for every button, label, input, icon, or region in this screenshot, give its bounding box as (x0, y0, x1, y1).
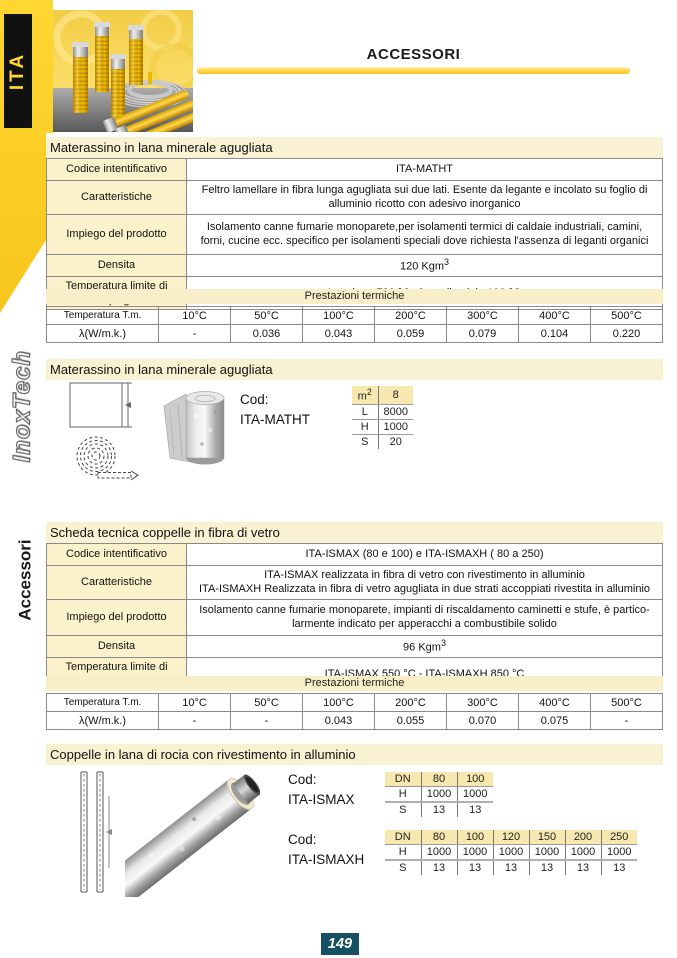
row-value: Isolamento canne fumarie monoparete,per … (186, 213, 663, 255)
hero-product-photo (53, 10, 193, 132)
matht-dimensions-table: m2 8 L 8000 H 1000 S 20 (352, 386, 413, 449)
row-value: Feltro lamellare in fibra lunga agugliat… (186, 180, 663, 215)
row-label: Densita (46, 634, 187, 658)
ita-language-badge: ITA (4, 14, 32, 128)
row-value: ITA-MATHT (186, 158, 663, 181)
row-label: Densita (46, 253, 187, 277)
ismax-dimensions-table: DN 80 100 H 1000 1000 S 13 13 (385, 772, 493, 817)
section3-perf-table: Temperatura T.m. 10°C 50°C 100°C 200°C 3… (46, 693, 663, 730)
row-value: Isolamento canne fumarie monoparete, imp… (186, 598, 663, 636)
section1-perf-band: Prestazioni termiche (46, 289, 663, 304)
section1-spec-table: Codice intentificativo ITA-MATHT Caratte… (46, 158, 663, 311)
row-value: 120 Kgm3 (186, 253, 663, 277)
cod-block-ismax: Cod: ITA-ISMAX (288, 772, 355, 807)
row-value: ITA-ISMAX realizzata in fibra di vetro c… (186, 565, 663, 600)
ismaxh-dimensions-table: DN 80 100 120 150 200 250 H 1000 1000 10… (385, 830, 637, 875)
inoxtech-logo: InoxTech (8, 349, 36, 463)
row-label: Codice intentificativo (46, 158, 187, 181)
ita-label: ITA (7, 51, 29, 91)
row-label: Codice intentificativo (46, 543, 187, 566)
section3-perf-band: Prestazioni termiche (46, 676, 663, 691)
section3-spec-table: Codice intentificativo ITA-ISMAX (80 e 1… (46, 543, 663, 692)
page-number-badge: 149 (321, 933, 359, 955)
page-header-title: ACCESSORI (366, 46, 461, 63)
row-label: Caratteristiche (46, 180, 187, 215)
row-label: Impiego del prodotto (46, 213, 187, 255)
cod-block-ismaxh: Cod: ITA-ISMAXH (288, 832, 365, 867)
row-value: 96 Kgm3 (186, 634, 663, 658)
row-label: Caratteristiche (46, 565, 187, 600)
section1-perf-table: Temperatura T.m. 10°C 50°C 100°C 200°C 3… (46, 306, 663, 343)
section4-title: Coppelle in lana di rocia con rivestimen… (46, 744, 663, 765)
section1-title: Materassino in lana minerale agugliata (46, 137, 663, 158)
cod-block-matht: Cod: ITA-MATHT (240, 392, 310, 427)
insulated-pipe-photo (125, 774, 260, 897)
section2-title: Materassino in lana minerale agugliata (46, 359, 663, 380)
coppelle-technical-drawing (80, 771, 112, 893)
category-vertical-label: Accessori (15, 539, 35, 621)
header-underline-bar (197, 67, 630, 74)
row-label: Impiego del prodotto (46, 598, 187, 636)
insulation-roll-photo (163, 391, 225, 465)
mat-technical-drawing (69, 382, 139, 481)
section3-title: Scheda tecnica coppelle in fibra di vetr… (46, 522, 663, 543)
row-value: ITA-ISMAX (80 e 100) e ITA-ISMAXH ( 80 a… (186, 543, 663, 566)
